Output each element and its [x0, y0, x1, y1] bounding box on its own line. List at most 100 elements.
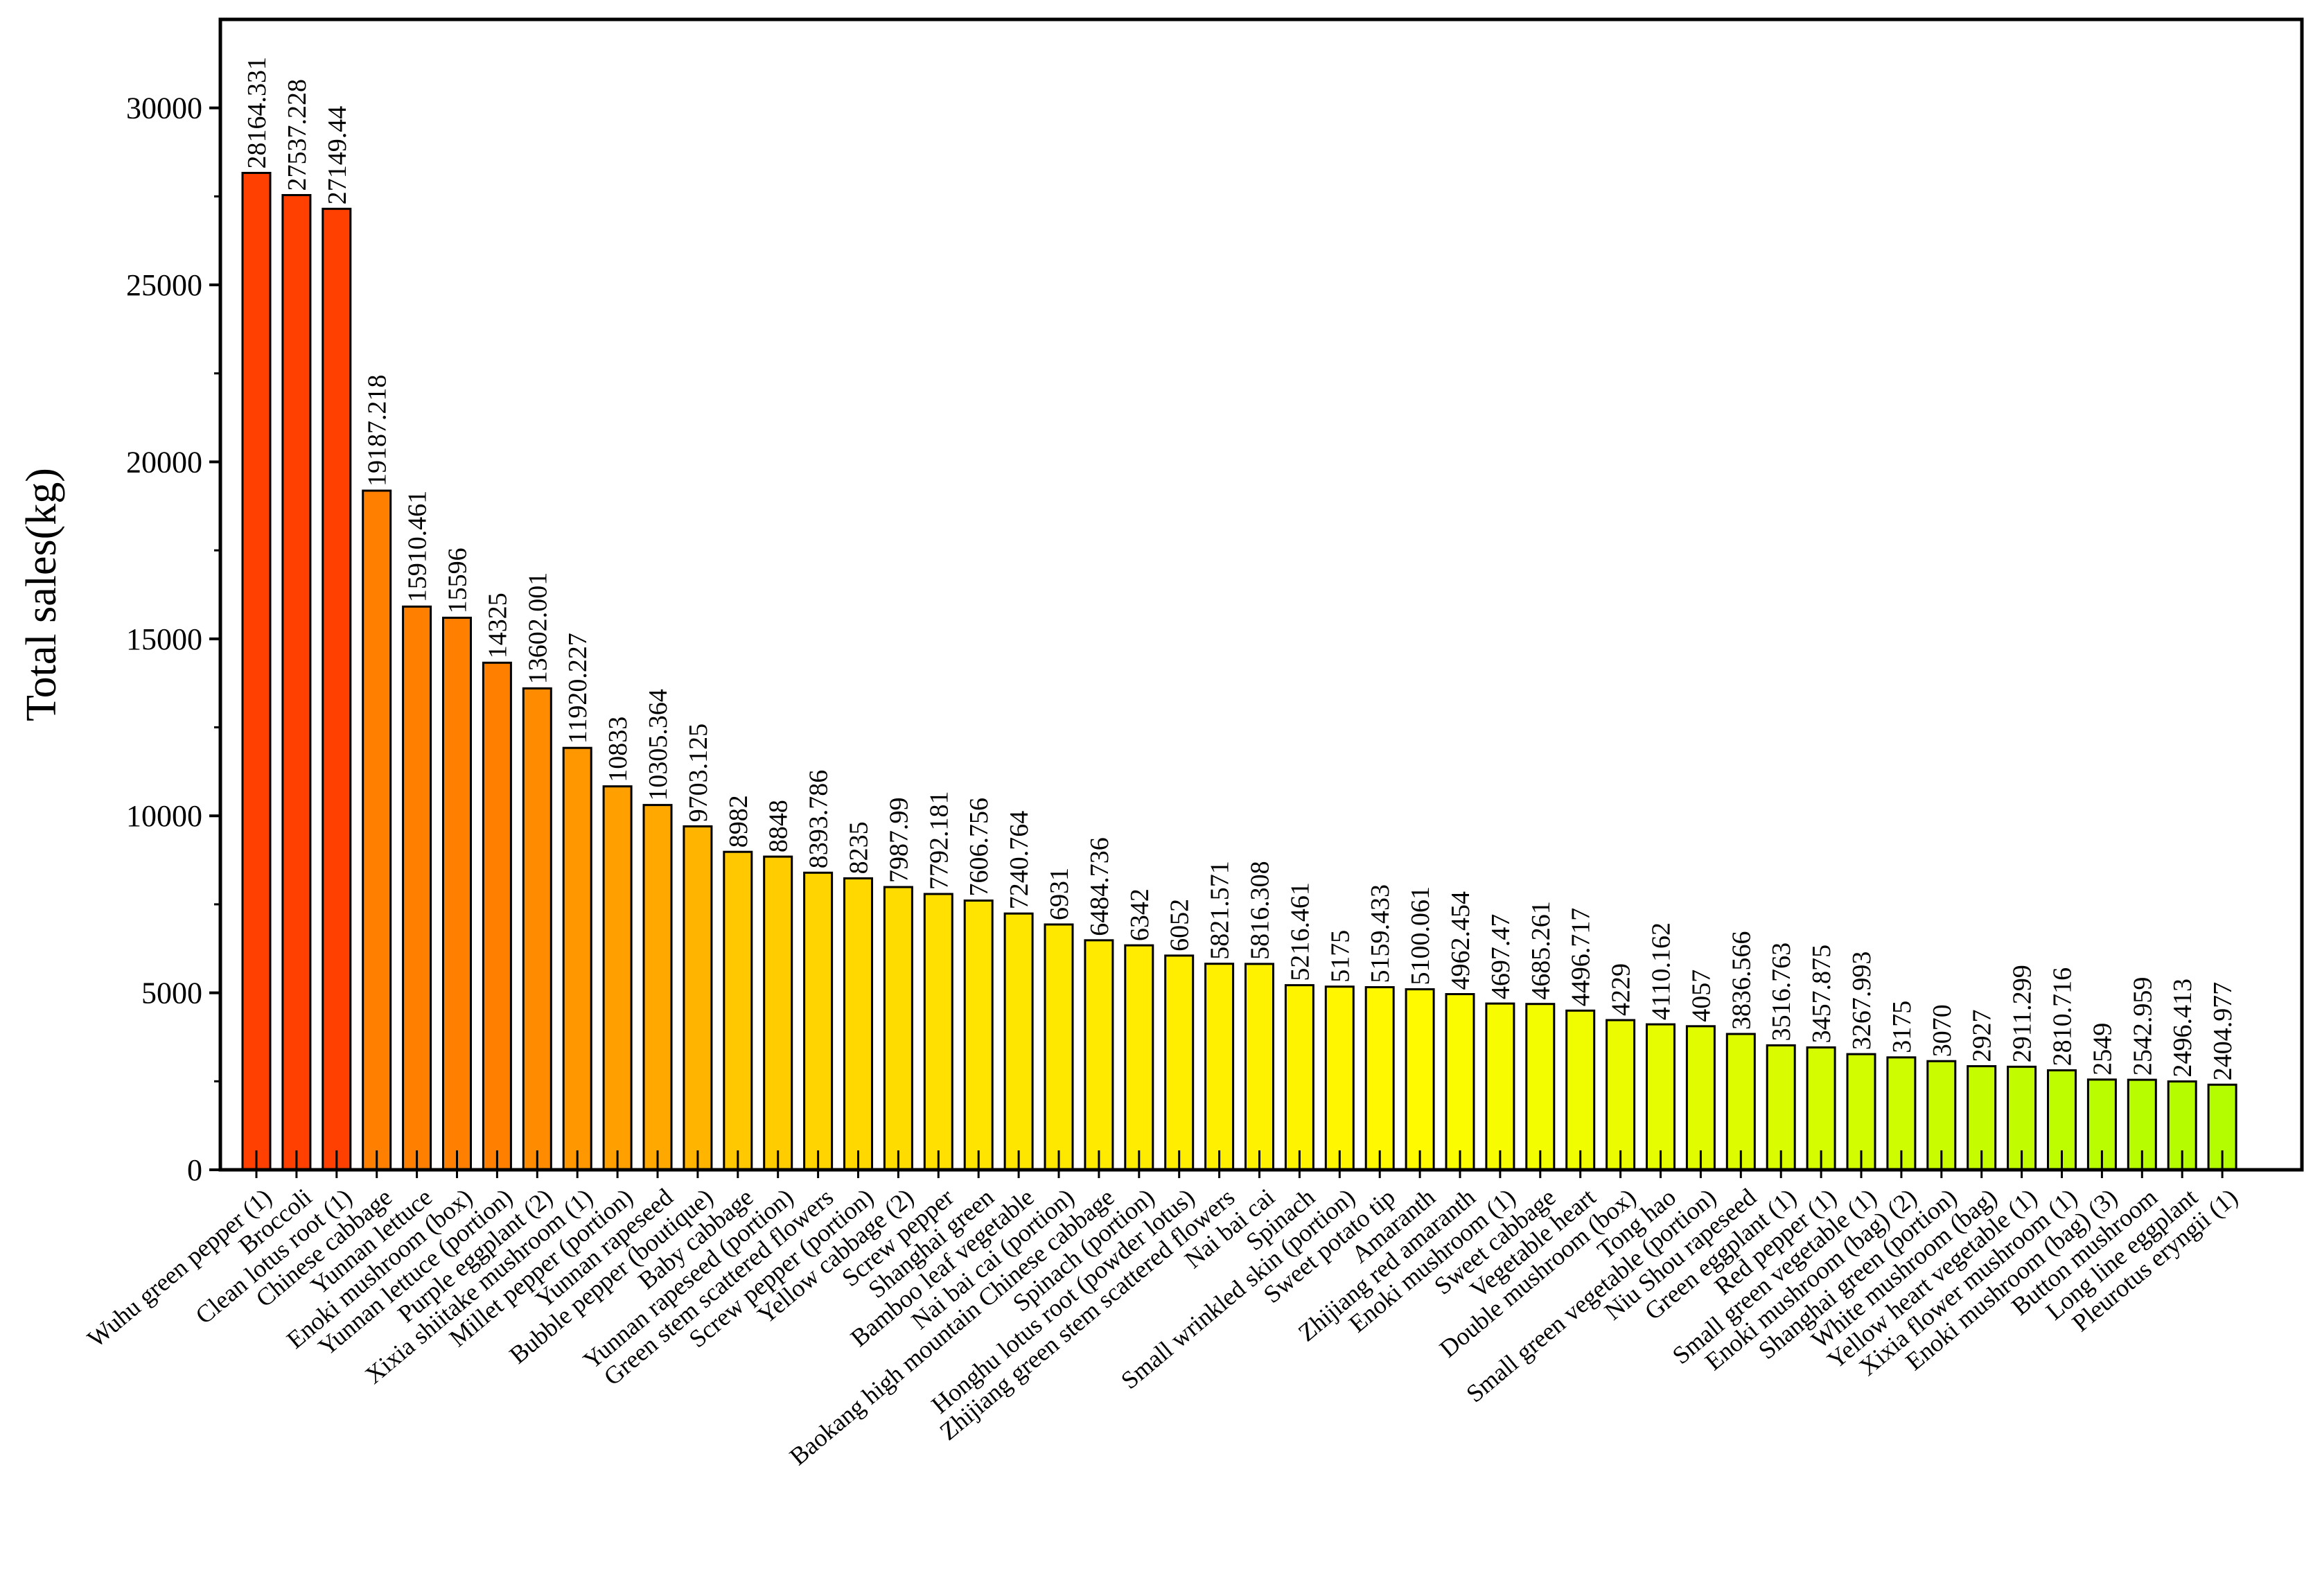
plot-frame — [218, 17, 2304, 1172]
bar-value-label: 7606.756 — [965, 798, 994, 897]
bar-value-label: 5216.461 — [1285, 882, 1314, 981]
y-tick-label: 25000 — [126, 268, 202, 302]
bar — [1084, 939, 1114, 1171]
bar-value-label: 3516.763 — [1767, 942, 1796, 1042]
bar — [1685, 1025, 1716, 1171]
bar — [803, 871, 834, 1171]
bar — [1766, 1044, 1796, 1171]
bar — [1044, 923, 1074, 1171]
bar — [1606, 1019, 1636, 1171]
bar — [522, 687, 552, 1171]
bar-value-label: 10833 — [604, 717, 633, 782]
bar-value-label: 4110.162 — [1647, 922, 1676, 1020]
bar-value-label: 5821.571 — [1206, 861, 1235, 960]
bar-value-label: 10305.364 — [644, 689, 673, 801]
bar-value-label: 8235 — [845, 821, 874, 874]
bars-group — [241, 172, 2237, 1171]
bar — [362, 489, 392, 1171]
bar-value-label: 3267.993 — [1847, 952, 1876, 1051]
bar-value-label: 8848 — [764, 800, 793, 852]
bar-value-label: 7987.99 — [884, 798, 913, 884]
bar-value-label: 6052 — [1166, 899, 1195, 952]
bar — [1525, 1003, 1556, 1171]
bar — [1646, 1023, 1676, 1171]
y-axis-label: Total sales(kg) — [18, 468, 65, 721]
y-tick-label: 10000 — [126, 799, 202, 833]
bar — [1245, 963, 1274, 1171]
bar-value-label: 7792.181 — [924, 791, 953, 891]
y-tick-label: 0 — [187, 1153, 202, 1187]
bar-value-label: 4229 — [1607, 963, 1636, 1016]
bar — [402, 605, 432, 1171]
bar — [281, 194, 312, 1171]
y-tick-label: 15000 — [126, 622, 202, 656]
bar — [322, 207, 352, 1171]
bar-value-label: 6484.736 — [1085, 837, 1114, 936]
bar-value-label: 9703.125 — [684, 724, 713, 823]
bar-value-label: 4685.261 — [1527, 901, 1556, 1000]
bar — [843, 877, 873, 1171]
bar-value-label: 2542.959 — [2128, 977, 2157, 1076]
y-axis: 0 5000 10000 15000 20000 25000 30000 — [126, 91, 220, 1187]
y-tick-label: 5000 — [141, 976, 202, 1010]
y-tick-label: 20000 — [126, 445, 202, 479]
bar — [442, 616, 472, 1171]
bar — [1324, 985, 1355, 1171]
bar — [763, 855, 793, 1171]
bar — [1485, 1002, 1515, 1171]
bar — [602, 785, 633, 1171]
bar-value-label: 2810.716 — [2048, 967, 2077, 1067]
bar-value-label: 4697.47 — [1486, 914, 1515, 1000]
bar-value-label: 5175 — [1326, 930, 1355, 983]
bar-value-label: 27537.228 — [283, 79, 312, 191]
bar-value-label: 6342 — [1125, 888, 1154, 941]
bar-value-label: 2496.413 — [2168, 979, 2197, 1078]
bar — [923, 893, 953, 1171]
bar — [1445, 993, 1475, 1171]
bar-value-label: 5816.308 — [1246, 861, 1275, 960]
bar — [642, 804, 673, 1171]
bar-value-label: 2911.299 — [2008, 965, 2037, 1062]
bar — [1164, 954, 1195, 1171]
bar-value-label: 2927 — [1968, 1010, 1997, 1062]
bar — [723, 850, 753, 1171]
bar-value-label: 3070 — [1928, 1004, 1957, 1057]
bar-value-label: 11920.227 — [563, 633, 592, 744]
bar — [963, 900, 994, 1171]
bar-value-label: 3175 — [1888, 1001, 1917, 1053]
bar-value-label: 14325 — [483, 593, 512, 658]
bar-value-label: 28164.331 — [243, 57, 272, 169]
bar-value-label: 3836.566 — [1727, 931, 1756, 1031]
bar-value-label: 4057 — [1687, 970, 1716, 1022]
bar — [241, 172, 272, 1171]
bar — [1565, 1009, 1596, 1171]
bar-value-label: 6931 — [1045, 868, 1074, 920]
bar-value-label: 4962.454 — [1446, 891, 1475, 990]
bar — [1725, 1033, 1756, 1171]
bar — [1405, 988, 1435, 1171]
bar — [562, 746, 592, 1171]
bar — [1124, 944, 1154, 1171]
bar-value-label: 2404.977 — [2208, 982, 2237, 1081]
bar-value-label: 8982 — [724, 795, 753, 848]
bar-value-label: 4496.717 — [1567, 908, 1596, 1007]
bar — [1003, 912, 1034, 1171]
bar — [1284, 984, 1314, 1171]
bar — [883, 886, 913, 1171]
bar-value-label: 15596 — [443, 547, 473, 613]
bar-value-label: 5100.061 — [1406, 886, 1435, 985]
bar-value-label: 5159.433 — [1366, 884, 1395, 983]
y-tick-label: 30000 — [126, 91, 202, 125]
bar — [482, 661, 512, 1171]
bar-value-label: 2549 — [2088, 1023, 2117, 1076]
bar — [1364, 986, 1395, 1171]
bar-value-label: 8393.786 — [804, 770, 834, 869]
value-labels-group: 28164.331 27537.228 27149.44 19187.218 15910… — [243, 57, 2237, 1080]
bar-value-label: 3457.875 — [1807, 945, 1836, 1044]
bar-value-label: 15910.461 — [403, 491, 432, 603]
bar — [1204, 963, 1235, 1171]
bar — [683, 825, 713, 1171]
